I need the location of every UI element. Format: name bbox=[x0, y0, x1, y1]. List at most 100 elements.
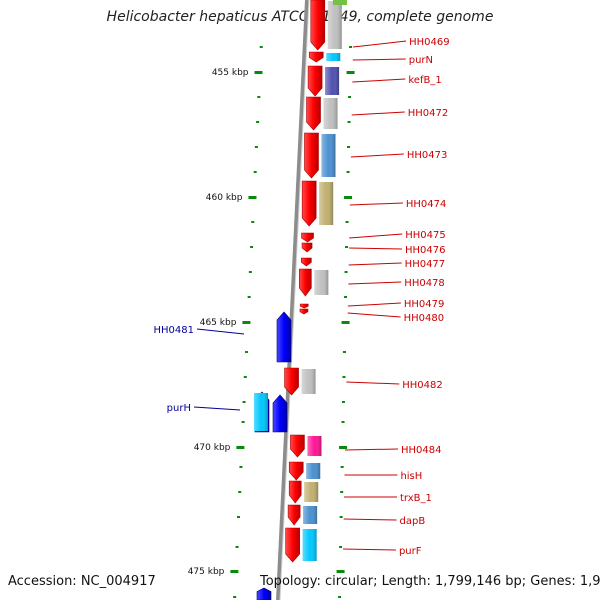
gene-label: HH0477 bbox=[405, 259, 446, 270]
label-leader bbox=[349, 202, 403, 206]
minor-tick bbox=[338, 596, 342, 598]
cog-shade bbox=[254, 393, 268, 431]
forward-gene-arrow bbox=[299, 268, 312, 297]
label-leader bbox=[344, 448, 398, 451]
label-leader bbox=[353, 40, 407, 48]
cog-shade bbox=[306, 463, 321, 479]
minor-tick bbox=[256, 121, 260, 123]
minor-tick bbox=[342, 351, 346, 353]
gene-label: HH0479 bbox=[404, 299, 445, 310]
label-leader bbox=[346, 381, 400, 385]
ruler-label: 475 kbp bbox=[188, 567, 225, 577]
major-tick bbox=[336, 570, 345, 573]
minor-tick bbox=[344, 271, 348, 273]
label-leader bbox=[343, 518, 397, 521]
minor-tick bbox=[254, 146, 258, 148]
label-leader bbox=[350, 153, 404, 158]
forward-gene-arrow bbox=[288, 461, 304, 481]
major-tick bbox=[242, 321, 251, 324]
minor-tick bbox=[345, 221, 349, 223]
cog-blocks bbox=[254, 0, 347, 561]
minor-tick bbox=[244, 351, 248, 353]
major-tick bbox=[341, 321, 350, 324]
major-tick bbox=[236, 446, 245, 449]
forward-gene-arrow bbox=[308, 51, 324, 63]
minor-tick bbox=[235, 546, 239, 548]
minor-tick bbox=[342, 376, 346, 378]
label-leader bbox=[349, 233, 403, 239]
forward-gene-arrow bbox=[301, 232, 314, 243]
minor-tick bbox=[339, 546, 343, 548]
label-leader bbox=[352, 78, 406, 83]
gene-label: dapB bbox=[400, 516, 426, 527]
cog-shade bbox=[323, 98, 338, 129]
gene-label: purF bbox=[399, 546, 422, 557]
minor-tick bbox=[238, 491, 242, 493]
chromosome-backbone bbox=[276, 0, 310, 600]
minor-tick bbox=[347, 146, 351, 148]
forward-gene-arrow bbox=[287, 504, 301, 526]
label-leader bbox=[196, 328, 245, 335]
forward-gene-arrow bbox=[301, 180, 317, 227]
gene-label: HH0481 bbox=[154, 325, 195, 336]
label-leader bbox=[348, 281, 402, 285]
minor-tick bbox=[239, 466, 243, 468]
minor-tick bbox=[347, 121, 351, 123]
map-title: Helicobacter hepaticus ATCC 51449, compl… bbox=[106, 9, 494, 25]
gene-label: HH0472 bbox=[408, 108, 449, 119]
major-tick bbox=[344, 196, 353, 199]
label-leader bbox=[349, 247, 402, 250]
cog-shade bbox=[307, 436, 322, 456]
minor-tick bbox=[341, 421, 345, 423]
minor-tick bbox=[248, 271, 252, 273]
minor-tick bbox=[346, 171, 350, 173]
label-leaders bbox=[193, 40, 407, 551]
forward-gene-arrow bbox=[301, 242, 313, 253]
major-tick bbox=[248, 196, 257, 199]
minor-tick bbox=[340, 491, 344, 493]
gene-label: kefB_1 bbox=[408, 75, 441, 86]
gene-label: HH0475 bbox=[405, 230, 446, 241]
forward-gene-arrow bbox=[310, 0, 326, 51]
minor-tick bbox=[344, 296, 348, 298]
minor-tick bbox=[259, 46, 263, 48]
minor-tick bbox=[251, 221, 255, 223]
label-leader bbox=[193, 406, 241, 411]
forward-gene-arrow bbox=[288, 480, 302, 504]
minor-tick bbox=[348, 96, 352, 98]
accession-text: Accession: NC_004917 bbox=[8, 574, 156, 589]
gene-label: HH0478 bbox=[404, 278, 445, 289]
gene-label: HH0476 bbox=[405, 245, 446, 256]
minor-tick bbox=[241, 421, 245, 423]
forward-gene-arrow bbox=[307, 65, 323, 97]
cog-shade bbox=[319, 182, 334, 225]
major-tick bbox=[346, 71, 355, 74]
minor-tick bbox=[253, 171, 257, 173]
gene-label: HH0484 bbox=[401, 445, 442, 456]
cog-shade bbox=[304, 482, 319, 502]
ruler-label: 465 kbp bbox=[200, 318, 237, 328]
ruler-labels: 455 kbp 460 kbp 465 kbp 470 kbp 475 kbp bbox=[188, 68, 249, 577]
minor-tick bbox=[237, 516, 241, 518]
minor-tick bbox=[340, 466, 344, 468]
gene-label: HH0482 bbox=[402, 380, 443, 391]
minor-tick bbox=[257, 96, 261, 98]
cog-shade bbox=[321, 134, 336, 177]
label-leader bbox=[343, 548, 396, 551]
forward-gene-arrow bbox=[301, 257, 312, 267]
minor-tick bbox=[345, 246, 349, 248]
label-leader bbox=[351, 111, 405, 116]
major-tick bbox=[254, 71, 263, 74]
forward-gene-arrow bbox=[290, 434, 305, 458]
gene-labels: HH0469 purN kefB_1 HH0472 HH0473 HH0474 HH0475… bbox=[154, 37, 450, 557]
forward-gene-arrow bbox=[285, 527, 300, 563]
gene-label: HH0480 bbox=[404, 313, 445, 324]
gene-label: hisH bbox=[400, 471, 422, 482]
minor-tick bbox=[339, 516, 343, 518]
cog-shade bbox=[301, 369, 316, 394]
gene-label: HH0474 bbox=[406, 199, 447, 210]
cog-block bbox=[333, 0, 347, 5]
forward-genes bbox=[284, 0, 326, 563]
gene-label: purN bbox=[409, 55, 433, 66]
